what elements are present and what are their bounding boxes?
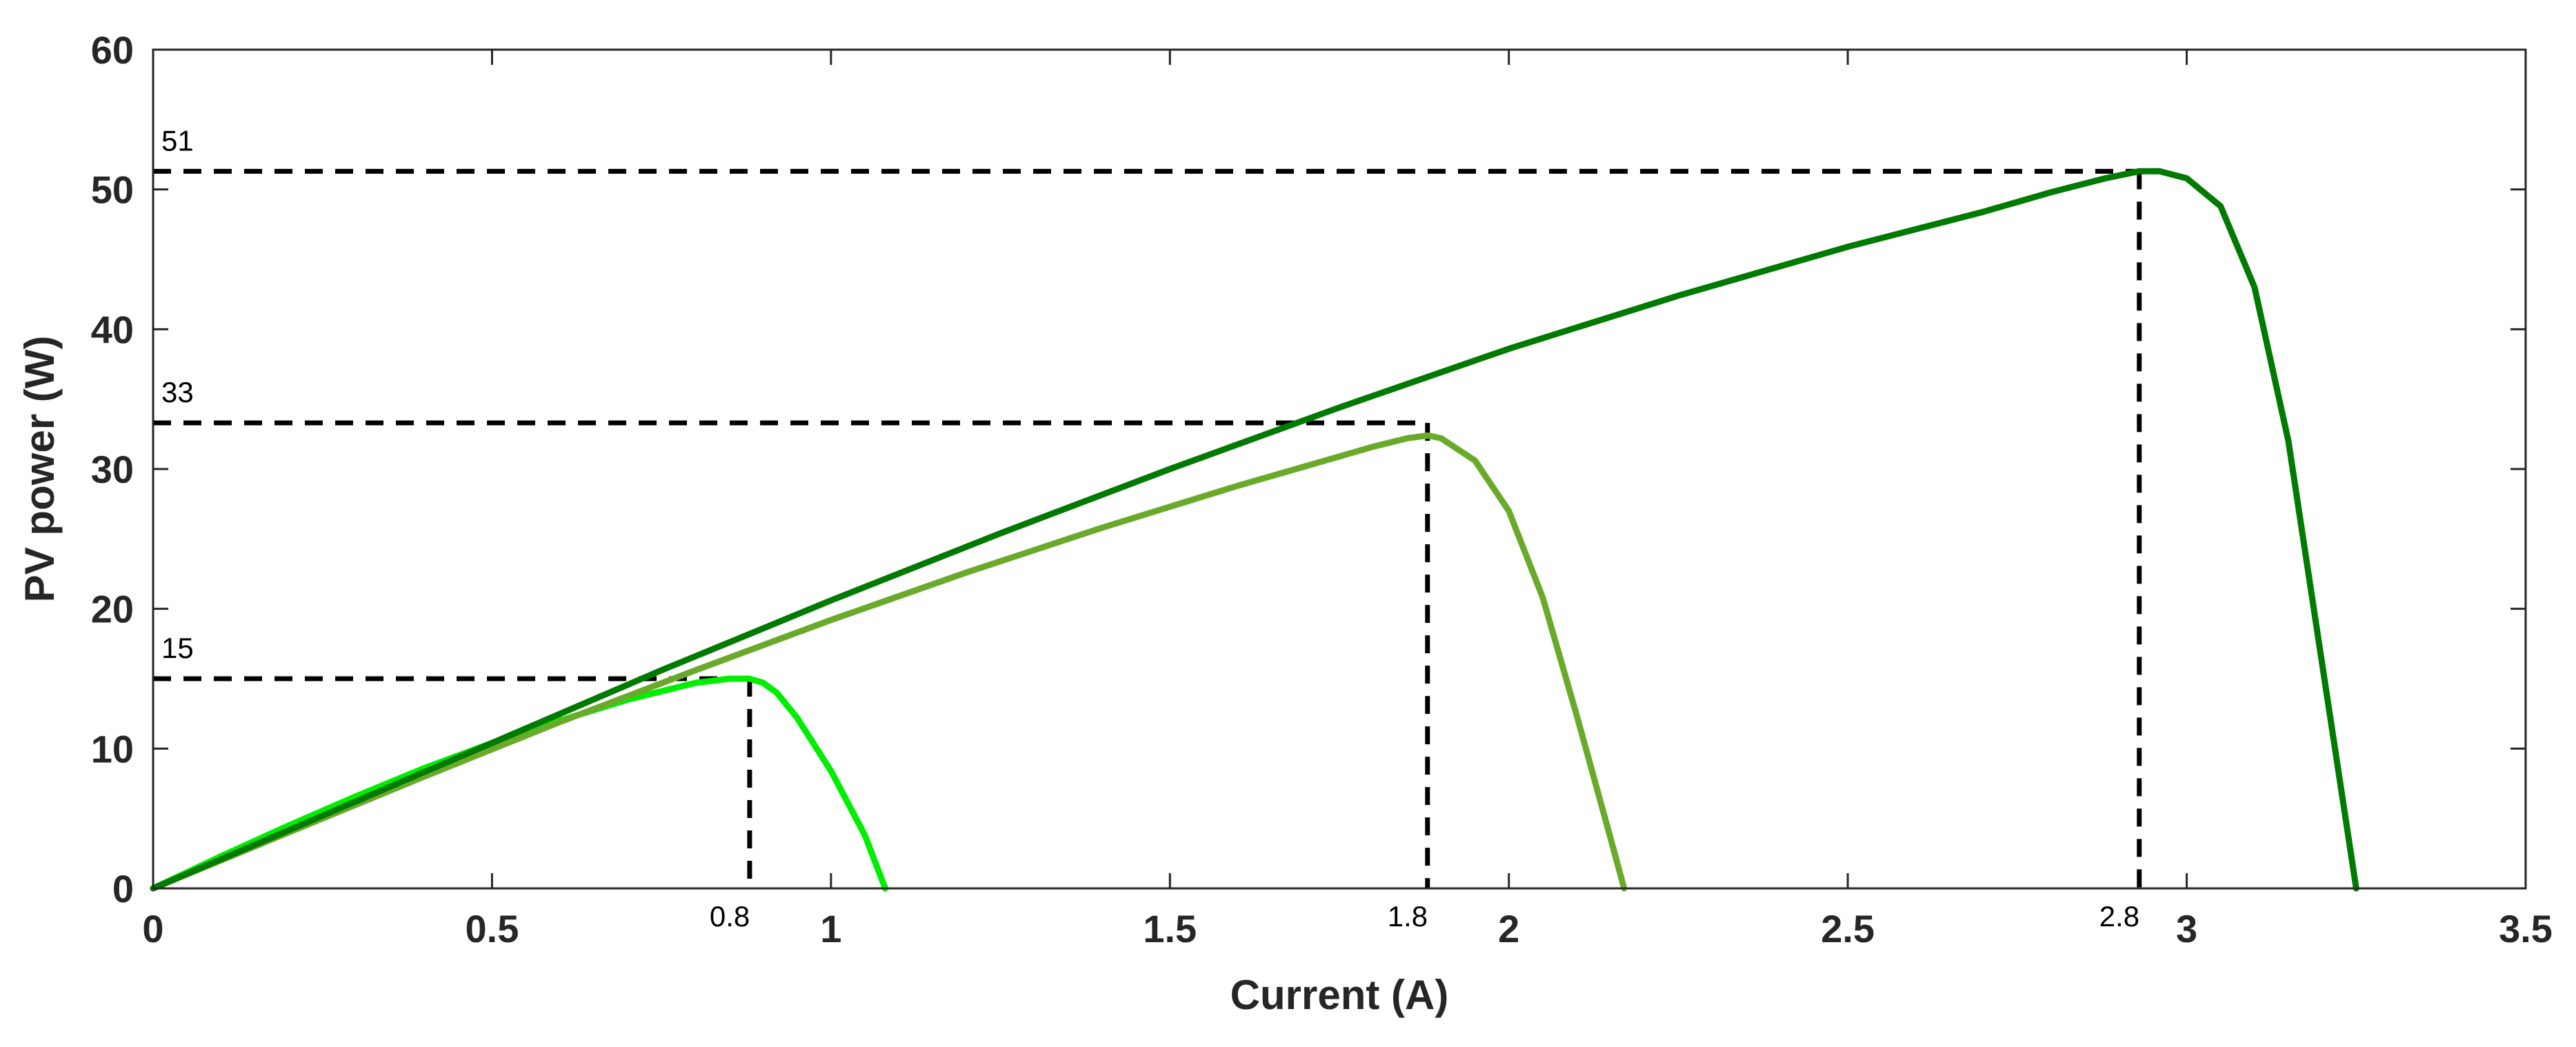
x-tick-label: 0: [142, 907, 163, 950]
y-tick-label: 20: [91, 588, 134, 631]
series-lines: [150, 168, 2359, 892]
axis-ticks: 0 0.5 1 1.5 2 2.5 3 3.5 0 10 20 30 40 50 60: [91, 28, 2553, 950]
annotation-y-value: 51: [161, 124, 194, 157]
y-tick-label: 50: [91, 168, 134, 212]
annotation-labels: 15 0.8 33 1.8 51 2.8: [161, 124, 2139, 933]
x-tick-label: 2: [1498, 907, 1519, 950]
x-tick-label: 0.5: [465, 907, 519, 950]
y-tick-label: 30: [91, 448, 134, 491]
annotation-x-value: 2.8: [2099, 900, 2139, 933]
x-tick-label: 1: [820, 907, 841, 950]
annotation-x-value: 1.8: [1388, 900, 1428, 933]
annotation-y-value: 33: [161, 376, 194, 408]
x-tick-label: 2.5: [1821, 907, 1875, 950]
annotation-guides: [153, 168, 2142, 888]
x-tick-label: 1.5: [1143, 907, 1197, 950]
series-line: [150, 675, 888, 892]
x-axis-label: Current (A): [1230, 972, 1449, 1018]
y-tick-label: 0: [112, 867, 134, 910]
y-tick-label: 60: [91, 28, 134, 72]
series-line: [150, 432, 1628, 892]
y-axis-label: PV power (W): [17, 336, 63, 603]
x-tick-label: 3: [2176, 907, 2197, 950]
series-line: [150, 168, 2359, 892]
y-tick-label: 40: [91, 308, 134, 351]
annotation-x-value: 0.8: [710, 900, 750, 933]
x-tick-label: 3.5: [2499, 907, 2553, 950]
annotation-y-value: 15: [161, 632, 194, 664]
y-tick-label: 10: [91, 727, 134, 770]
